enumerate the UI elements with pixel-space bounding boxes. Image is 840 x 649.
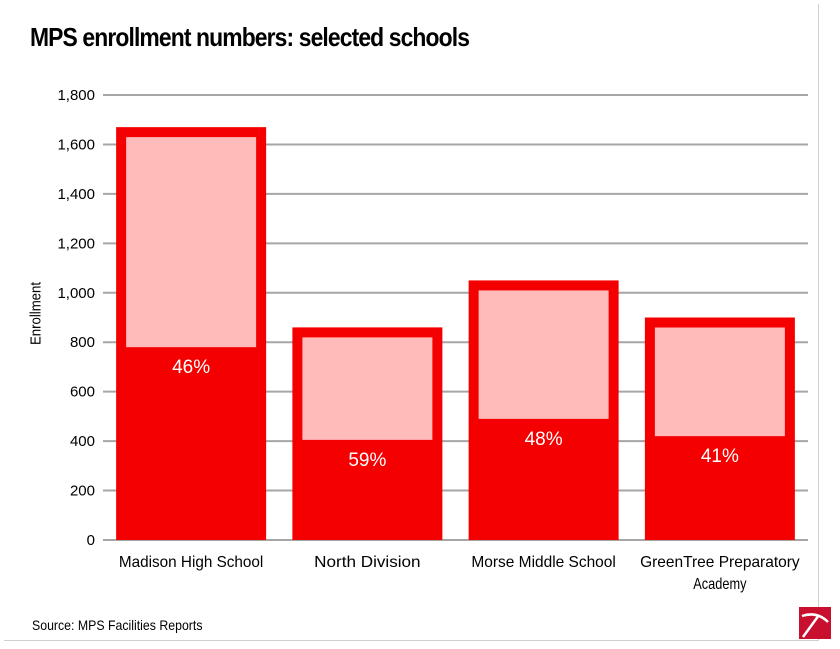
x-tick-label: North Division	[314, 554, 420, 571]
data-label: 59%	[348, 450, 386, 471]
bar-empty-portion	[126, 137, 257, 348]
bar-empty-portion	[654, 327, 785, 437]
x-tick-label: GreenTree Preparatory	[640, 554, 800, 571]
data-label: 41%	[701, 446, 739, 467]
x-tick-label: Madison High School	[119, 554, 263, 571]
y-tick-label: 1,800	[57, 87, 95, 104]
y-tick-label: 1,000	[57, 285, 95, 302]
y-tick-label: 1,200	[57, 235, 95, 252]
data-label: 46%	[172, 357, 210, 378]
y-tick-label: 0	[87, 532, 95, 549]
chart-frame	[4, 4, 819, 641]
x-tick-label: Morse Middle School	[471, 554, 615, 571]
source-note: Source: MPS Facilities Reports	[32, 617, 203, 633]
y-tick-label: 1,400	[57, 186, 95, 203]
y-tick-label: 600	[70, 384, 95, 401]
pickaxe-logo-icon	[799, 607, 831, 639]
y-tick-label: 400	[70, 433, 95, 450]
data-label: 48%	[525, 429, 563, 450]
bar-empty-portion	[302, 337, 433, 440]
y-tick-label: 800	[70, 334, 95, 351]
bar-empty-portion	[478, 290, 609, 419]
y-tick-label: 200	[70, 483, 95, 500]
chart-title: MPS enrollment numbers: selected schools	[30, 22, 470, 52]
y-tick-label: 1,600	[57, 136, 95, 153]
x-tick-label: Academy	[693, 576, 746, 593]
